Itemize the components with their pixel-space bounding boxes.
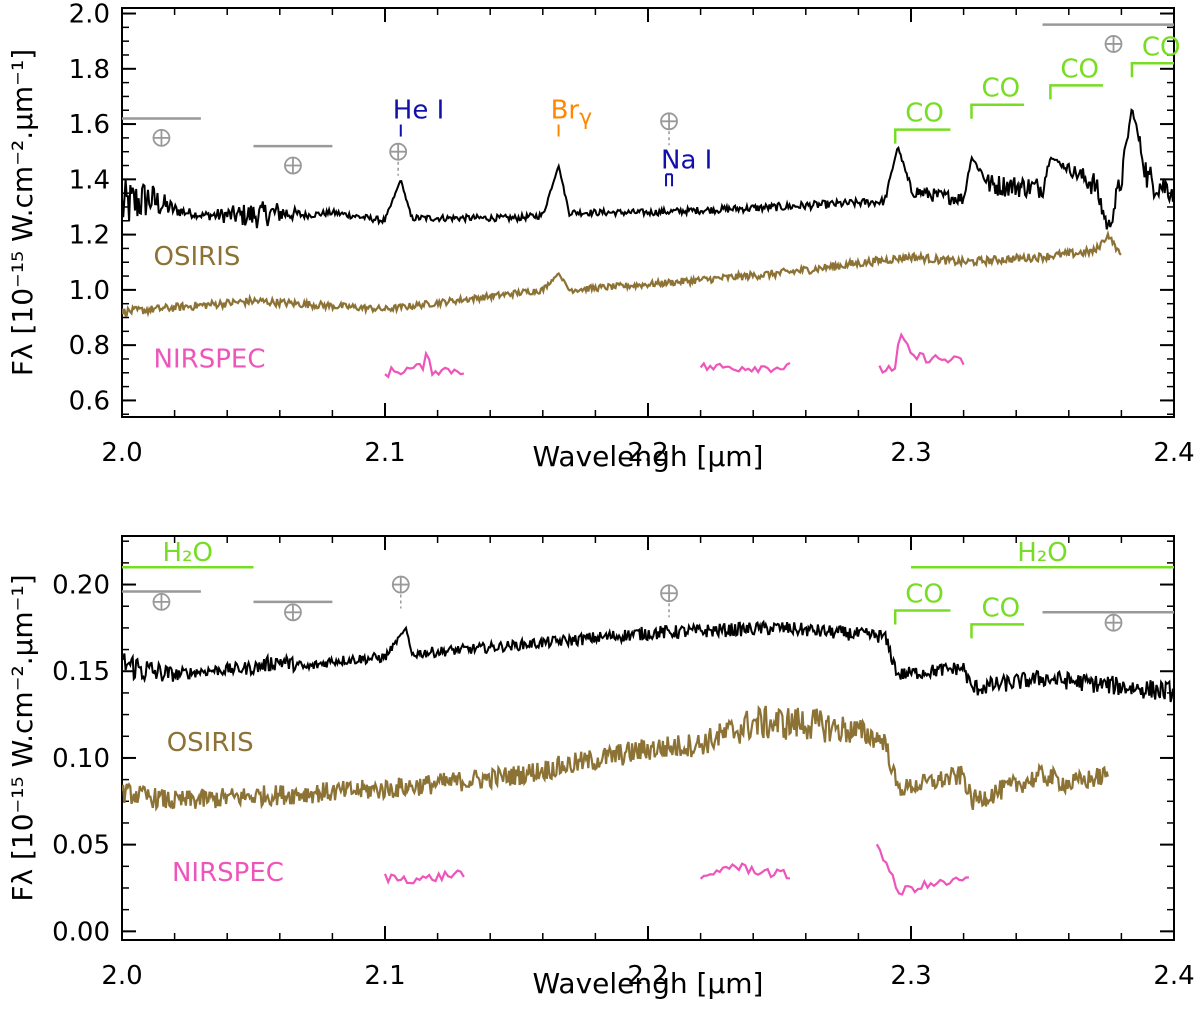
y-tick-label: 1.2 <box>69 221 110 251</box>
y-tick-label: 2.0 <box>69 0 110 30</box>
co-band-bracket <box>1130 62 1174 78</box>
y-tick-label: 0.10 <box>52 744 110 774</box>
co-band-label: CO <box>1142 32 1181 62</box>
series-spectrum-line <box>122 108 1174 230</box>
panel-1: 2.0 2.1 2.2 2.3 2.4 0.6 0.8 1.0 1.2 1.4 1.6 1.8 2.0 W… <box>6 0 1195 473</box>
y-axis-title: Fλ [10⁻¹⁵ W.cm⁻².μm⁻¹] <box>6 574 39 901</box>
data-layer <box>122 619 1174 896</box>
telluric-earth-icon <box>152 592 171 611</box>
line-id-greek: γ <box>579 106 592 131</box>
co-band-bracket <box>1049 84 1103 100</box>
co-band-label: CO <box>905 99 944 129</box>
series-osiris-line <box>122 229 1122 318</box>
x-tick-label: 2.3 <box>890 961 931 991</box>
y-tick-label: 1.6 <box>69 110 110 140</box>
series-osiris-line <box>122 705 1109 812</box>
series-label: OSIRIS <box>154 242 241 272</box>
x-tick-label: 2.2 <box>627 438 668 468</box>
y-tick-label: 1.0 <box>69 276 110 306</box>
co-band-label: CO <box>981 74 1020 104</box>
line-id-label: Na I <box>661 145 712 175</box>
series-label: NIRSPEC <box>154 344 266 374</box>
x-axis-title: Wavelengh [μm] <box>533 440 764 473</box>
nirspec-segment-1 <box>383 869 465 885</box>
data-layer <box>122 108 1174 379</box>
series-label: NIRSPEC <box>172 858 284 888</box>
telluric-earth-icon <box>284 603 302 622</box>
y-axis-title: Fλ [10⁻¹⁵ W.cm⁻².μm⁻¹] <box>6 49 39 376</box>
nirspec-segment-2 <box>699 862 791 880</box>
x-axis-title: Wavelengh [μm] <box>533 967 764 1000</box>
x-tick-label: 2.1 <box>364 961 405 991</box>
y-tick-label: 0.15 <box>52 657 110 687</box>
x-tick-label: 2.3 <box>890 438 931 468</box>
nirspec-segment-3 <box>875 843 969 896</box>
y-tick-label: 1.4 <box>69 165 110 195</box>
telluric-earth-icon <box>152 128 171 147</box>
co-band-label: CO <box>1060 54 1099 84</box>
y-tick-label: 0.05 <box>52 831 110 861</box>
line-id-label: Brγ <box>551 96 593 131</box>
y-tick-label: 0.6 <box>69 386 110 416</box>
nirspec-segment-1 <box>384 350 465 379</box>
line-id-label: He I <box>393 96 444 126</box>
co-band-bracket <box>970 103 1025 119</box>
nirspec-segment-2 <box>699 361 791 375</box>
telluric-earth-icon <box>1104 613 1123 632</box>
series-label: OSIRIS <box>167 728 254 758</box>
co-band-label: CO <box>981 593 1020 623</box>
h2o-band-label: H₂O <box>1017 538 1067 568</box>
co-band-label: CO <box>905 580 944 610</box>
telluric-earth-icon <box>391 575 410 594</box>
telluric-earth-icon <box>660 584 678 603</box>
telluric-earth-icon <box>1104 35 1123 53</box>
telluric-earth-icon <box>389 142 408 161</box>
h2o-band-label: H₂O <box>163 538 213 568</box>
y-tick-label: 0.20 <box>52 571 110 601</box>
x-tick-label: 2.4 <box>1153 438 1194 468</box>
co-band-bracket <box>893 128 951 144</box>
x-tick-label: 2.1 <box>364 438 405 468</box>
x-tick-label: 2.2 <box>627 961 668 991</box>
y-tick-label: 0.00 <box>52 917 110 947</box>
panel-2: 2.0 2.1 2.2 2.3 2.4 0.00 0.05 0.10 0.15 0.20 Wavel… <box>6 535 1195 1000</box>
y-tick-label: 1.8 <box>69 55 110 85</box>
x-tick-label: 2.0 <box>101 438 142 468</box>
co-band-bracket <box>893 609 951 625</box>
y-tick-label: 0.8 <box>69 331 110 361</box>
x-tick-label: 2.4 <box>1153 961 1194 991</box>
series-spectrum-line <box>122 619 1174 703</box>
co-band-bracket <box>970 623 1025 639</box>
telluric-earth-icon <box>660 112 678 131</box>
x-tick-label: 2.0 <box>101 961 142 991</box>
nirspec-segment-3 <box>878 332 965 375</box>
telluric-earth-icon <box>284 156 302 175</box>
